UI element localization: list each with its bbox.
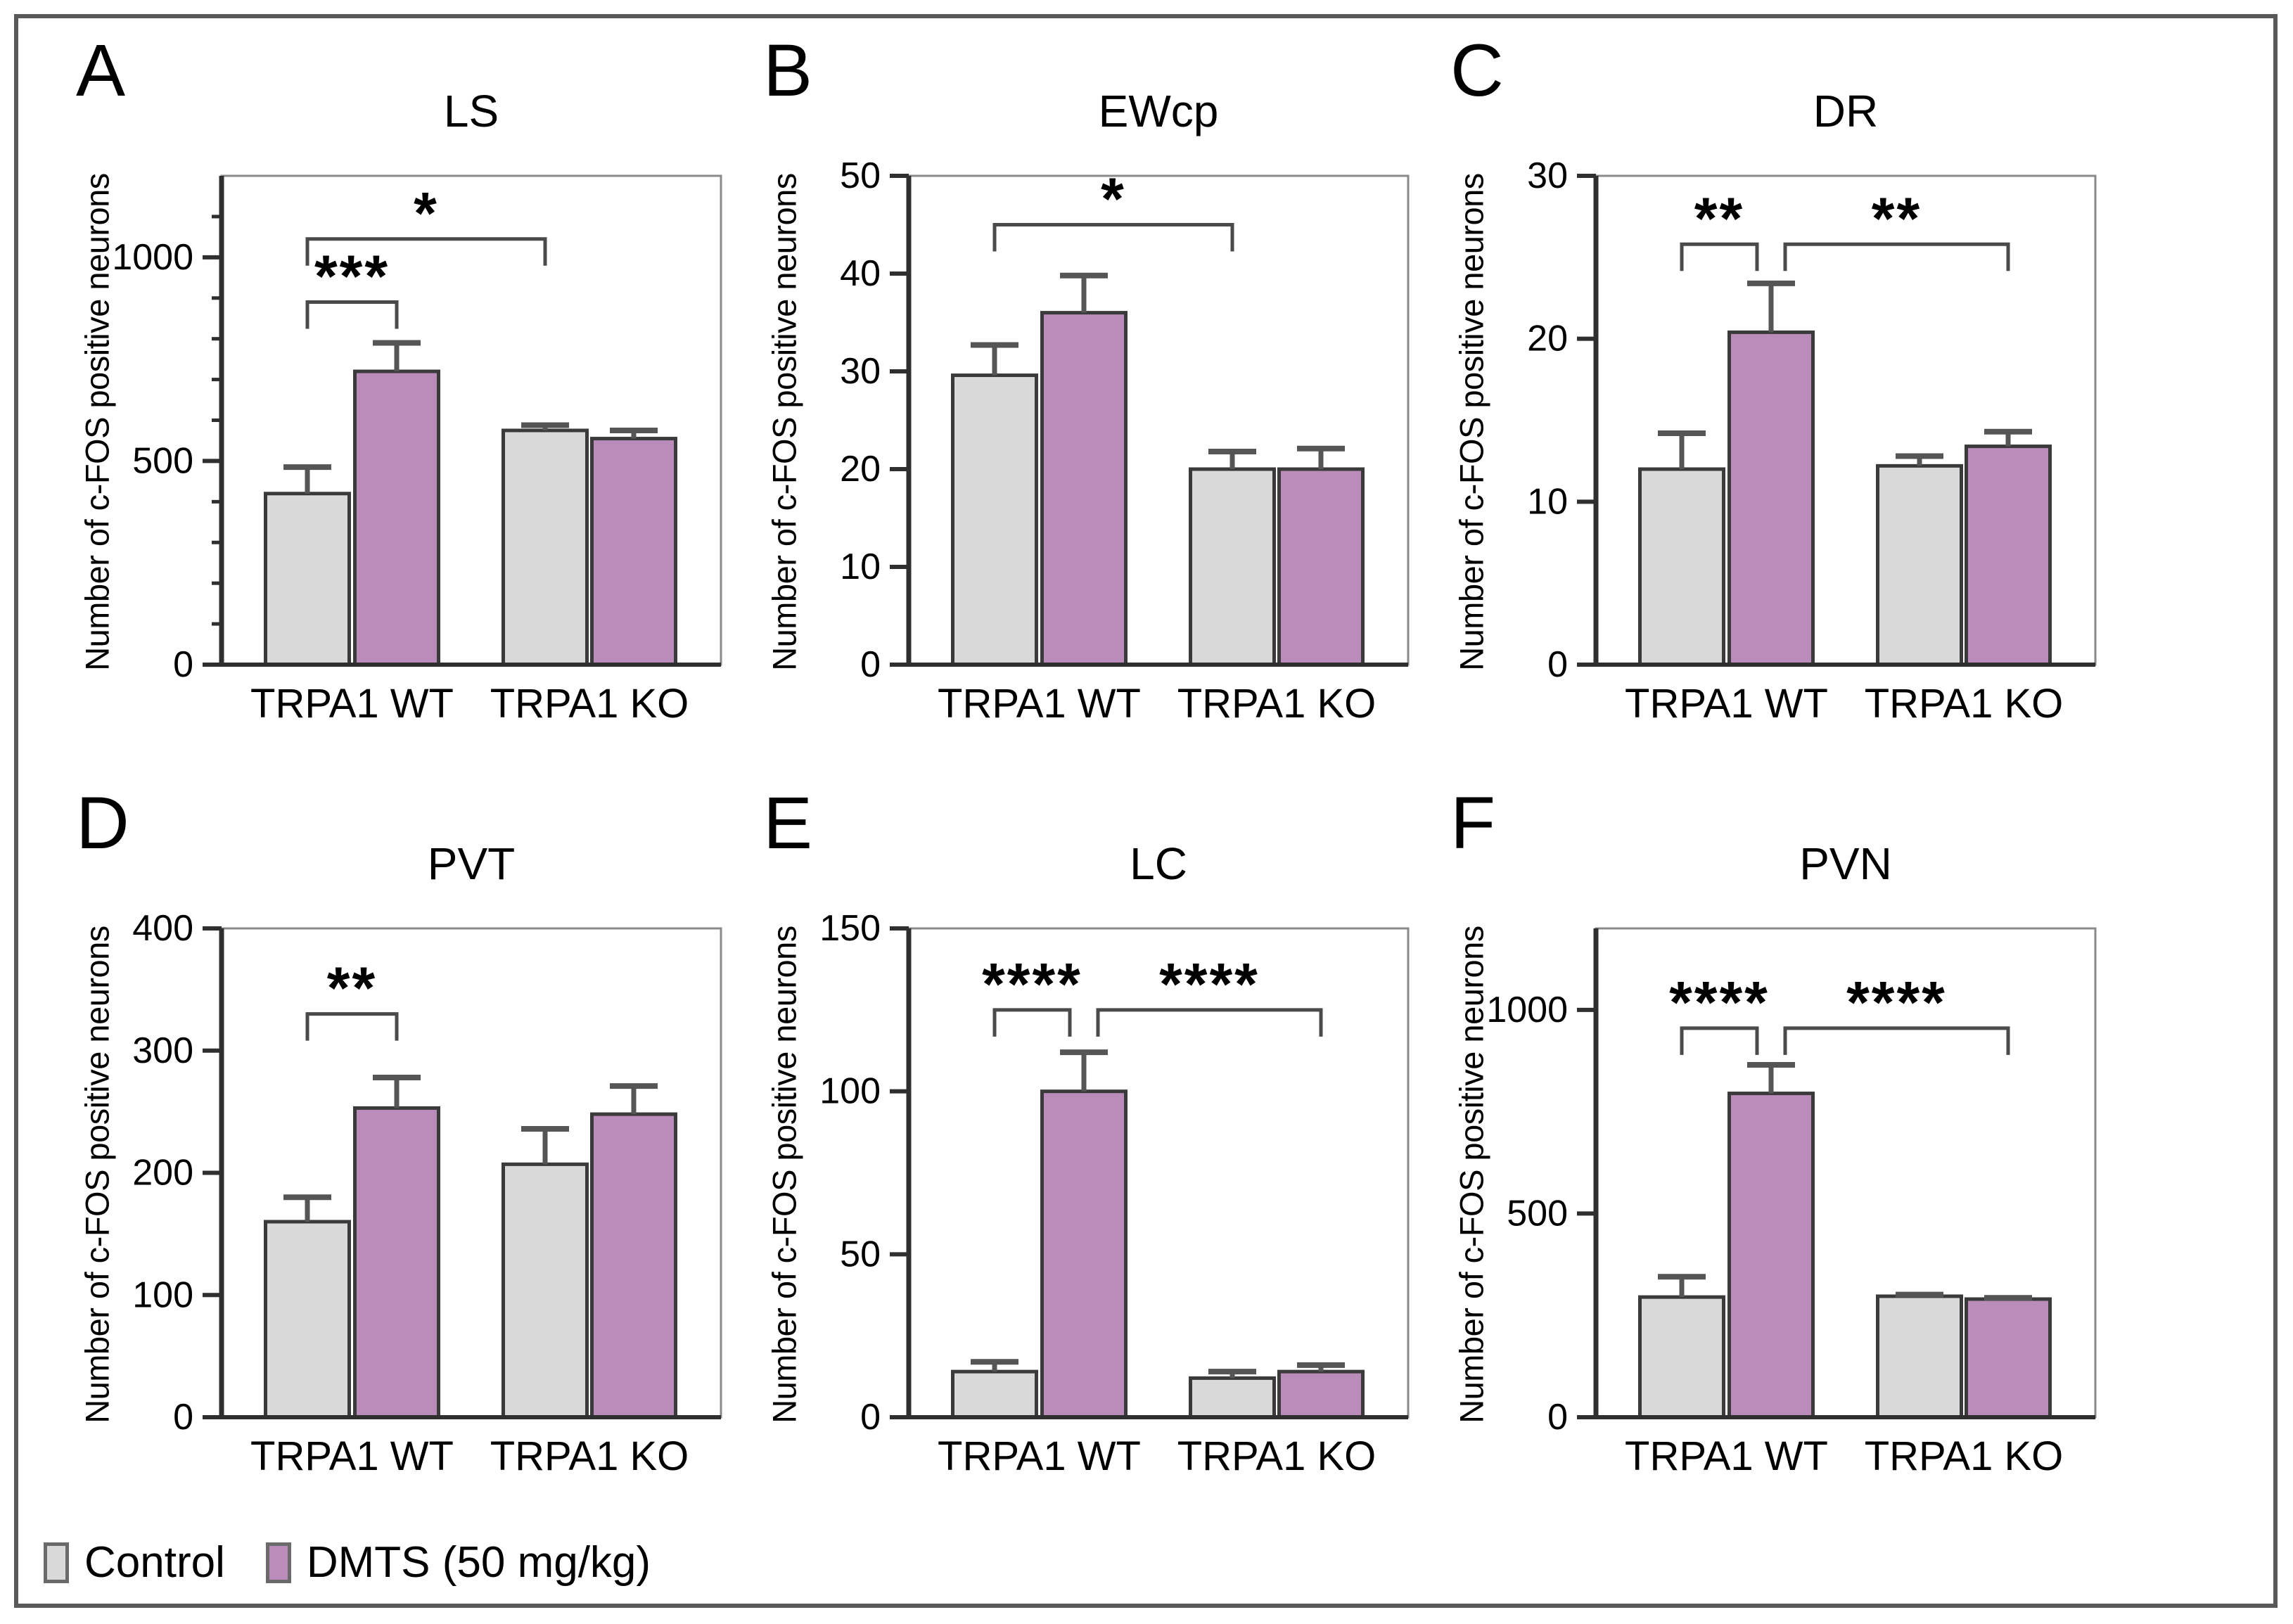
svg-text:0: 0 [173,644,193,685]
svg-text:400: 400 [132,908,193,949]
svg-text:20: 20 [1527,319,1568,359]
bar-chart-ewcp: 0 10 20 30 40 50 TRPA1 WT TRPA1 KO * [840,155,1410,727]
svg-text:**: ** [1872,185,1922,251]
svg-text:0: 0 [173,1397,193,1438]
bar-chart-dr: 0 10 20 30 TRPA1 WT TRPA1 KO ** ** [1527,155,2097,727]
svg-text:****: **** [1846,969,1947,1035]
svg-text:***: *** [314,243,390,309]
panel-title-pvn: PVN [1799,838,1892,889]
bar-chart-pvn: 0 500 1000 TRPA1 WT TRPA1 KO **** **** [1486,927,2097,1479]
svg-text:TRPA1 WT: TRPA1 WT [1625,681,1828,727]
legend-swatch-dmts [265,1542,291,1583]
legend-label-dmts: DMTS (50 mg/kg) [306,1538,651,1587]
svg-text:****: **** [1669,969,1770,1035]
svg-text:150: 150 [819,908,881,949]
panel-title-ewcp: EWcp [1098,86,1219,136]
panel-title-ls: LS [443,86,499,136]
panel-letter-e: E [763,782,813,864]
svg-text:TRPA1 KO: TRPA1 KO [1865,681,2064,727]
svg-text:TRPA1 WT: TRPA1 WT [250,681,454,727]
svg-text:50: 50 [840,1234,881,1274]
panel-title-pvt: PVT [427,838,516,889]
svg-text:TRPA1 KO: TRPA1 KO [490,1433,689,1479]
panel-title-lc: LC [1130,838,1187,889]
svg-text:10: 10 [840,546,881,587]
svg-text:500: 500 [132,440,193,481]
svg-text:**: ** [327,955,377,1021]
svg-text:TRPA1 WT: TRPA1 WT [1625,1433,1828,1479]
svg-text:500: 500 [1507,1193,1568,1234]
svg-text:10: 10 [1527,481,1568,522]
svg-text:TRPA1 KO: TRPA1 KO [490,681,689,727]
panel-pvn: F PVN Number of c-FOS positive neurons 0… [1417,781,2134,1498]
svg-text:TRPA1 KO: TRPA1 KO [1177,681,1377,727]
svg-text:TRPA1 WT: TRPA1 WT [938,1433,1141,1479]
svg-text:****: **** [982,951,1082,1017]
panel-title-dr: DR [1813,86,1879,136]
svg-text:30: 30 [840,351,881,392]
svg-text:*: * [1101,166,1126,232]
svg-text:100: 100 [819,1071,881,1112]
panel-letter-b: B [763,30,813,112]
svg-text:0: 0 [860,1397,881,1438]
panel-letter-f: F [1450,782,1496,864]
svg-text:0: 0 [860,644,881,685]
legend-label-control: Control [84,1538,225,1587]
svg-text:TRPA1 KO: TRPA1 KO [1177,1433,1377,1479]
legend-swatch-control [44,1542,69,1583]
svg-text:100: 100 [132,1274,193,1315]
bar-chart-pvt: 0 100 200 300 400 TRPA1 WT TRPA1 KO ** [132,908,722,1479]
svg-text:**: ** [1694,185,1744,251]
svg-text:20: 20 [840,449,881,490]
panel-ewcp: B EWcp Number of c-FOS positive neurons … [729,28,1447,746]
svg-text:300: 300 [132,1030,193,1071]
panel-letter-c: C [1450,30,1504,112]
panel-pvt: D PVT Number of c-FOS positive neurons 0… [42,781,760,1498]
svg-text:50: 50 [840,155,881,196]
svg-text:****: **** [1159,951,1260,1017]
svg-text:*: * [414,180,439,246]
svg-text:40: 40 [840,253,881,294]
svg-text:0: 0 [1547,1397,1568,1438]
legend: Control DMTS (50 mg/kg) [44,1537,691,1587]
bar-chart-lc: 0 50 100 150 TRPA1 WT TRPA1 KO **** **** [819,908,1410,1479]
svg-text:1000: 1000 [1486,990,1568,1030]
svg-text:30: 30 [1527,155,1568,196]
panel-letter-a: A [76,30,126,112]
svg-text:200: 200 [132,1153,193,1194]
panel-letter-d: D [76,782,129,864]
svg-text:0: 0 [1547,644,1568,685]
svg-text:TRPA1 WT: TRPA1 WT [938,681,1141,727]
svg-text:TRPA1 KO: TRPA1 KO [1865,1433,2064,1479]
svg-text:1000: 1000 [112,237,193,278]
svg-text:TRPA1 WT: TRPA1 WT [250,1433,454,1479]
